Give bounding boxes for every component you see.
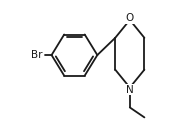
Text: Br: Br — [31, 50, 43, 60]
Text: O: O — [126, 13, 134, 23]
Text: N: N — [126, 85, 134, 95]
